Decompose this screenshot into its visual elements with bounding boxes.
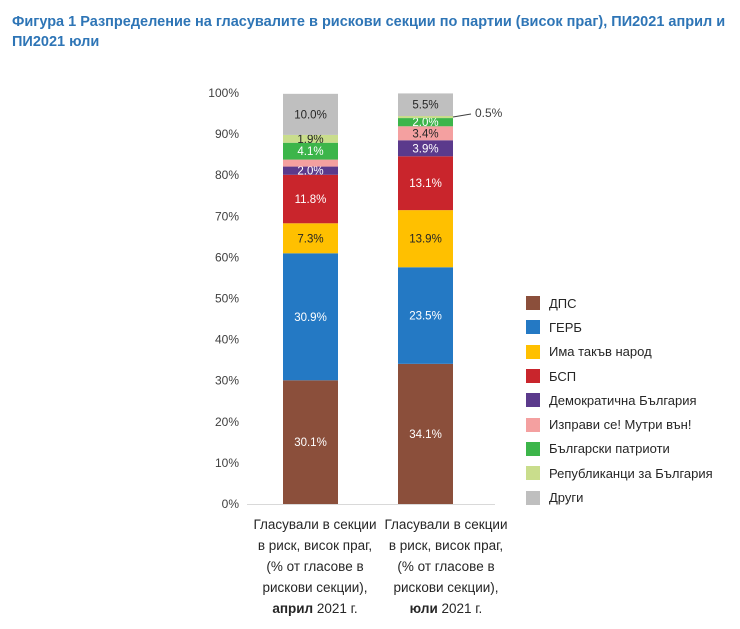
x-category-label-july: Гласували в секции в риск, висок праг, (% … (371, 514, 521, 619)
legend-item: Други (526, 485, 713, 509)
y-tick-label: 80% (215, 168, 239, 182)
x-label-year: 2021 г. (313, 601, 358, 616)
legend: ДПС ГЕРБ Има такъв народ БСП Демократична Бъ… (526, 291, 713, 510)
y-tick-label: 100% (208, 86, 239, 100)
legend-swatch (526, 393, 540, 408)
y-tick-label: 40% (215, 333, 239, 347)
x-label-line: април 2021 г. (240, 598, 390, 619)
legend-item: Български патриоти (526, 437, 713, 461)
legend-swatch (526, 296, 540, 311)
bar-segment (283, 93, 338, 135)
y-tick-label: 60% (215, 250, 239, 264)
legend-item: Демократична България (526, 388, 713, 412)
legend-item: ДПС (526, 291, 713, 315)
legend-label: Демократична България (549, 392, 697, 408)
bar-segment (398, 126, 453, 141)
y-tick-label: 30% (215, 374, 239, 388)
legend-label: ГЕРБ (549, 319, 582, 335)
x-label-year: 2021 г. (437, 601, 483, 616)
legend-label: Изправи се! Мутри вън! (549, 417, 692, 433)
legend-item: Има такъв народ (526, 340, 713, 364)
legend-label: Има такъв народ (549, 344, 652, 360)
bar-segment (398, 363, 453, 504)
x-label-line: Гласували в секции (253, 517, 377, 532)
legend-item: Републиканци за България (526, 461, 713, 485)
bar-segment (398, 116, 453, 119)
legend-item: БСП (526, 364, 713, 388)
data-label: 3.9% (412, 143, 438, 155)
x-label-line: рискови секции), (262, 580, 368, 595)
legend-item: Изправи се! Мутри вън! (526, 412, 713, 436)
data-label: 10.0% (294, 109, 327, 121)
data-label: 3.4% (412, 128, 438, 140)
bar-segment (283, 142, 338, 160)
legend-swatch (526, 369, 540, 384)
bar-segment (283, 134, 338, 143)
data-label: 7.3% (297, 233, 323, 245)
legend-label: Български патриоти (549, 441, 670, 457)
data-label: 34.1% (409, 429, 442, 441)
bar-segment (398, 156, 453, 211)
legend-swatch (526, 441, 540, 456)
data-label: 13.1% (409, 178, 442, 190)
y-tick-label: 10% (215, 456, 239, 470)
bar-segment (398, 267, 453, 364)
bar-segment (283, 380, 338, 504)
legend-swatch (526, 417, 540, 432)
bar-segment (283, 159, 338, 167)
chart-title: Фигура 1 Разпределение на гласувалите в … (12, 14, 726, 50)
bar-segment (398, 93, 453, 117)
legend-swatch (526, 320, 540, 335)
x-label-line: (% от гласове в (266, 559, 364, 574)
legend-label: Републиканци за България (549, 465, 713, 481)
bar-segment (398, 210, 453, 268)
x-label-line: юли 2021 г. (371, 598, 521, 619)
y-tick-label: 0% (222, 497, 240, 511)
callout-line (452, 113, 472, 118)
data-label: 4.1% (297, 146, 323, 158)
x-label-line: Гласували в секции (384, 517, 508, 532)
data-label: 30.9% (294, 312, 327, 324)
x-category-label-april: Гласували в секции в риск, висок праг, (% … (240, 514, 390, 619)
y-tick-label: 20% (215, 415, 239, 429)
y-tick-label: 70% (215, 209, 239, 223)
y-tick-label: 90% (215, 127, 239, 141)
y-tick-label: 50% (215, 292, 239, 306)
x-label-line: рискови секции), (393, 580, 499, 595)
x-label-month: юли (409, 601, 438, 616)
bar-segment (283, 223, 338, 254)
callout-label: 0.5% (475, 106, 503, 120)
x-label-line: в риск, висок праг, (388, 538, 504, 553)
bar-segment (283, 174, 338, 224)
legend-label: БСП (549, 368, 577, 384)
legend-swatch (526, 466, 540, 481)
data-label: 30.1% (294, 437, 327, 449)
data-label: 2.0% (297, 166, 323, 178)
bar-segment (398, 118, 453, 127)
data-label: 23.5% (409, 311, 442, 323)
x-label-line: в риск, висок праг, (257, 538, 373, 553)
x-label-month: април (272, 601, 314, 616)
data-label: 11.8% (295, 194, 327, 206)
data-label: 1.9% (297, 134, 323, 146)
data-label: 2.0% (412, 117, 438, 129)
bar-segment (283, 166, 338, 175)
legend-label: ДПС (549, 295, 577, 311)
data-label: 13.9% (409, 234, 442, 246)
legend-swatch (526, 490, 540, 505)
bar-segment (283, 253, 338, 381)
bar-segment (398, 140, 453, 157)
legend-item: ГЕРБ (526, 315, 713, 339)
data-label: 5.5% (412, 100, 438, 112)
legend-swatch (526, 344, 540, 359)
legend-label: Други (549, 490, 584, 506)
x-label-line: (% от гласове в (397, 559, 495, 574)
